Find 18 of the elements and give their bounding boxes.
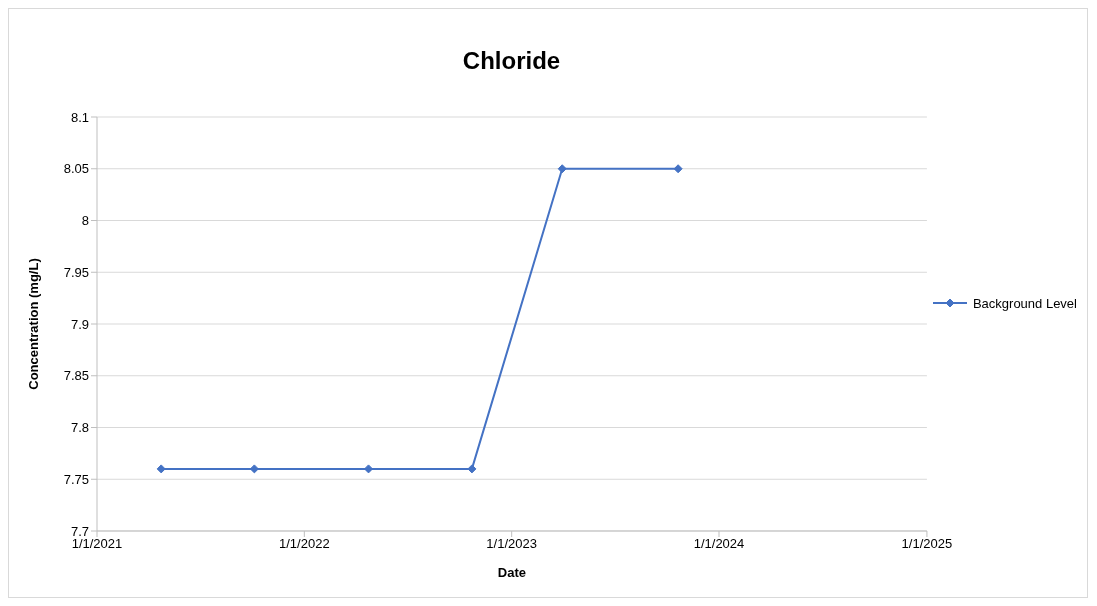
legend-label: Background Level: [972, 295, 1077, 311]
x-tick-label: 1/1/2022: [279, 536, 330, 552]
x-tick-label: 1/1/2025: [901, 536, 953, 552]
x-tick-label: 1/1/2024: [693, 536, 745, 552]
y-tick-label: 7.95: [63, 264, 89, 280]
y-tick-label: 7.75: [63, 471, 89, 487]
y-tick-label: 7.9: [70, 316, 89, 332]
y-tick-label: 8: [81, 213, 89, 229]
y-tick-label: 7.7: [70, 523, 89, 539]
y-tick-label: 7.8: [70, 420, 89, 436]
y-tick-label: 8.1: [70, 109, 89, 125]
y-axis-title: Concentration (mg/L): [25, 258, 41, 390]
chart-title: Chloride: [461, 47, 562, 75]
y-tick-label: 7.85: [63, 368, 89, 384]
y-tick-label: 8.05: [63, 161, 89, 177]
x-tick-label: 1/1/2023: [486, 536, 537, 552]
x-axis-title: Date: [497, 565, 527, 580]
x-tick-label: 1/1/2021: [71, 536, 123, 552]
